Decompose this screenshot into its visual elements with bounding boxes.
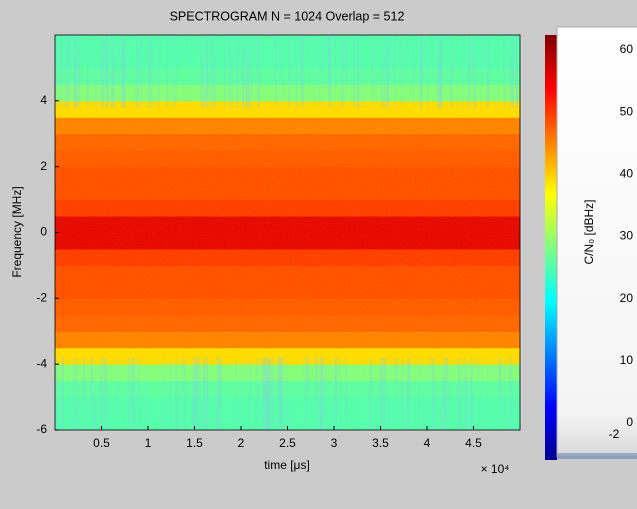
x-tick-label: 3.5: [372, 436, 389, 450]
x-tick-label: -2: [609, 427, 620, 441]
overlay-window: C/N₀ [dBHz] 0 10 20 30 40 50 60 -2: [556, 26, 637, 459]
y-tick-label: 0: [626, 415, 633, 429]
x-exponent-label: × 10⁴: [481, 462, 510, 476]
y-tick-label: 10: [620, 353, 634, 367]
x-tick-label: 2: [238, 436, 245, 450]
y-tick-label: 50: [620, 104, 634, 118]
y-tick-label: 2: [40, 159, 47, 173]
y-tick-label: -4: [36, 356, 47, 370]
y-tick-label: -2: [36, 291, 47, 305]
x-tick-label: 4.5: [465, 436, 482, 450]
colorbar: [545, 35, 557, 460]
y-axis-label: C/N₀ [dBHz]: [582, 200, 596, 265]
x-tick-label: 3: [331, 436, 338, 450]
window-shadow: [557, 453, 637, 459]
y-tick-label: 0: [40, 225, 47, 239]
x-tick-label: 4: [424, 436, 431, 450]
y-tick-label: -6: [36, 422, 47, 436]
y-tick-label: 20: [620, 291, 634, 305]
y-tick-label: 30: [620, 229, 634, 243]
chart-title: SPECTROGRAM N = 1024 Overlap = 512: [170, 9, 405, 23]
x-tick-label: 0.5: [93, 436, 110, 450]
x-axis-label: time [μs]: [264, 458, 310, 472]
heatmap-texture: [55, 35, 520, 430]
y-tick-label: 40: [620, 167, 634, 181]
x-tick-label: 1: [145, 436, 152, 450]
window-panel: [556, 26, 637, 458]
y-axis-label: Frequency [MHz]: [10, 186, 24, 277]
y-tick-label: 60: [620, 42, 634, 56]
spectrogram-chart: SPECTROGRAM N = 1024 Overlap = 512 Frequ…: [10, 9, 557, 476]
x-tick-label: 1.5: [186, 436, 203, 450]
y-tick-label: 4: [40, 93, 47, 107]
x-tick-label: 2.5: [279, 436, 296, 450]
